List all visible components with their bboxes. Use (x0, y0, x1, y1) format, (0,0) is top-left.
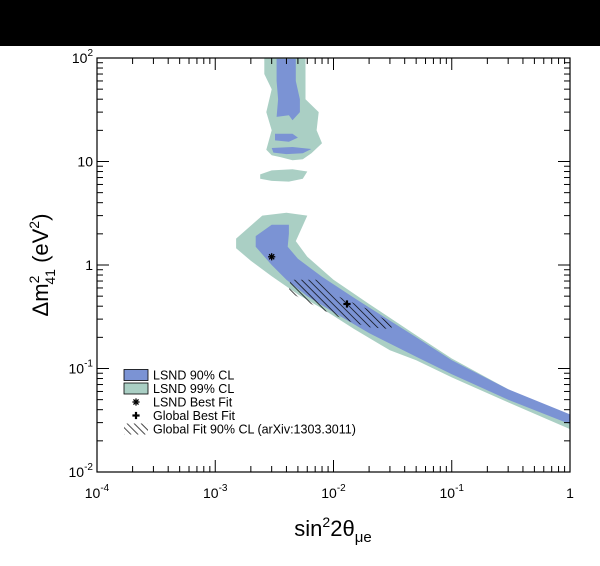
x-tick-label: 10-2 (321, 483, 346, 501)
legend-swatch-hatch (124, 423, 148, 435)
y-tick-label: 102 (72, 48, 94, 66)
legend-swatch (123, 382, 149, 395)
legend-item-lsnd-best-fit: LSND Best Fit (132, 396, 233, 410)
lsnd-90-cl-region-0 (255, 224, 570, 425)
x-axis-label: sin22θμe (294, 514, 371, 546)
legend-swatch (123, 369, 149, 381)
lsnd-best-fit-marker-0 (268, 253, 276, 261)
lsnd-90-cl-region-1 (276, 58, 300, 121)
y-axis-label: Δm241 (eV2) (26, 214, 58, 317)
global-fit-90-cl-arxiv-1303-3011-region-0 (288, 279, 392, 330)
best-fit-markers (268, 253, 351, 308)
legend-label: LSND 99% CL (153, 382, 234, 396)
y-tick-label: 10-2 (69, 462, 94, 480)
y-tick-label: 10 (77, 154, 93, 170)
x-tick-label: 1 (566, 485, 574, 501)
lsnd-90-cl-region-2 (275, 133, 298, 142)
x-tick-label: 10-1 (440, 483, 465, 501)
legend-label: Global Best Fit (153, 409, 236, 423)
legend-label: LSND Best Fit (153, 396, 233, 410)
global-best-fit-marker-0 (343, 300, 351, 308)
legend-label: LSND 90% CL (153, 369, 234, 383)
legend-marker-cross (132, 411, 140, 420)
axis-ticks (96, 58, 571, 473)
y-tick-label: 1 (85, 257, 93, 273)
legend-item-lsnd-90-cl: LSND 90% CL (123, 369, 234, 383)
top-black-bar (0, 0, 600, 46)
legend-item-global-best-fit: Global Best Fit (132, 409, 236, 423)
contour-regions (236, 58, 570, 430)
legend-marker-asterisk (132, 398, 140, 406)
legend-item-global-fit-90-cl-arxiv-1303-3011: Global Fit 90% CL (arXiv:1303.3011) (124, 423, 356, 437)
legend-label: Global Fit 90% CL (arXiv:1303.3011) (153, 423, 356, 437)
lsnd-90-cl-region-3 (271, 147, 312, 155)
y-tick-labels: 10-2 10-1 1 10 102 (69, 48, 94, 480)
x-tick-label: 10-3 (203, 483, 228, 501)
lsnd-99-cl-region-2 (260, 169, 308, 182)
legend-item-lsnd-99-cl: LSND 99% CL (123, 382, 234, 396)
x-tick-label: 10-4 (85, 483, 110, 501)
x-tick-labels: 10-4 10-3 10-2 10-1 1 (85, 483, 574, 501)
y-tick-label: 10-1 (69, 359, 94, 377)
